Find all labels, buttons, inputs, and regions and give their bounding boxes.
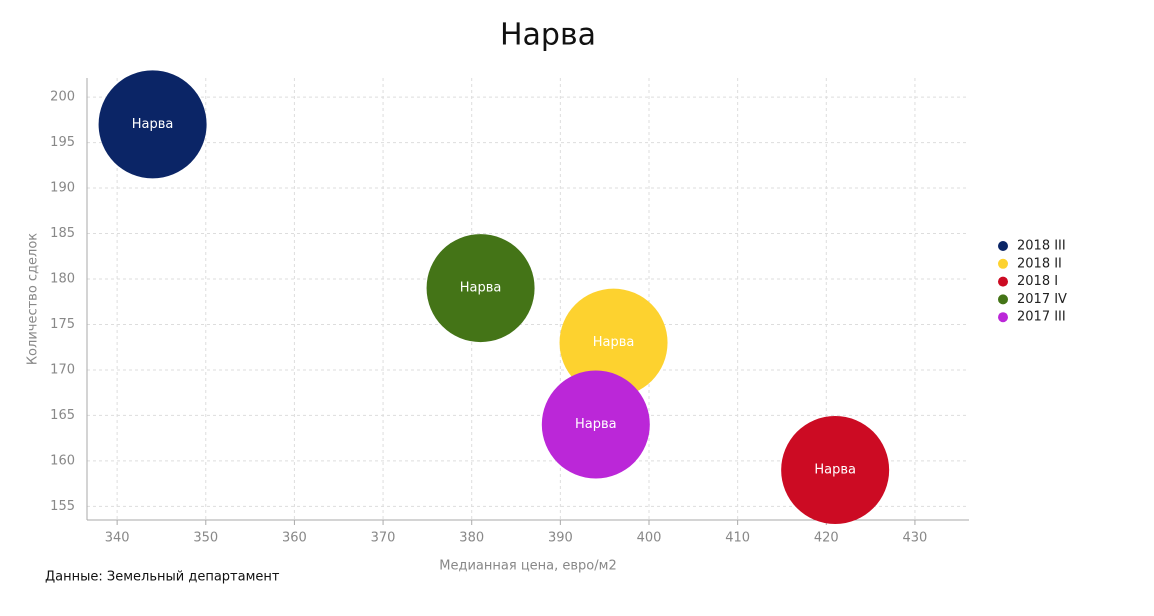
x-tick-label: 370 (371, 531, 396, 546)
legend-marker (998, 241, 1008, 251)
data-label: Нарва (814, 462, 856, 477)
legend-marker (998, 294, 1008, 305)
y-tick-label: 175 (50, 317, 75, 332)
x-tick-label: 390 (548, 531, 573, 546)
x-tick-label: 420 (814, 531, 839, 546)
y-tick-label: 185 (50, 226, 75, 241)
legend-marker (998, 276, 1008, 287)
source-note: Данные: Земельный департамент (45, 570, 280, 585)
x-tick-label: 360 (282, 531, 307, 546)
y-tick-label: 165 (50, 408, 75, 423)
legend-label: 2017 IV (1017, 292, 1067, 307)
legend-label: 2018 III (1017, 239, 1066, 254)
y-tick-label: 160 (50, 453, 75, 468)
y-tick-label: 200 (50, 90, 75, 105)
y-tick-label: 155 (50, 499, 75, 514)
y-tick-label: 180 (50, 271, 75, 286)
data-label: Нарва (460, 281, 502, 296)
y-tick-label: 190 (50, 181, 75, 196)
x-tick-label: 400 (637, 531, 662, 546)
bubble (426, 234, 535, 343)
bubble (541, 370, 650, 479)
legend-label: 2018 II (1017, 256, 1062, 271)
data-label: Нарва (132, 117, 174, 132)
x-tick-label: 350 (193, 531, 218, 546)
legend-marker (998, 312, 1008, 323)
y-tick-label: 170 (50, 362, 75, 377)
y-tick-label: 195 (50, 135, 75, 150)
x-axis-label: Медианная цена, евро/м2 (439, 559, 616, 574)
bubble (559, 288, 668, 397)
data-label: Нарва (593, 335, 635, 350)
bubble (781, 415, 890, 524)
legend-label: 2018 I (1017, 274, 1058, 289)
data-label: Нарва (575, 417, 617, 432)
bubble (98, 70, 207, 179)
x-tick-label: 410 (725, 531, 750, 546)
x-tick-label: 340 (105, 531, 130, 546)
legend-label: 2017 III (1017, 310, 1066, 325)
legend-marker (998, 258, 1008, 269)
x-tick-label: 380 (459, 531, 484, 546)
x-tick-label: 430 (903, 531, 928, 546)
chart-title: Нарва (500, 18, 596, 53)
y-axis-label: Количество сделок (26, 233, 41, 365)
